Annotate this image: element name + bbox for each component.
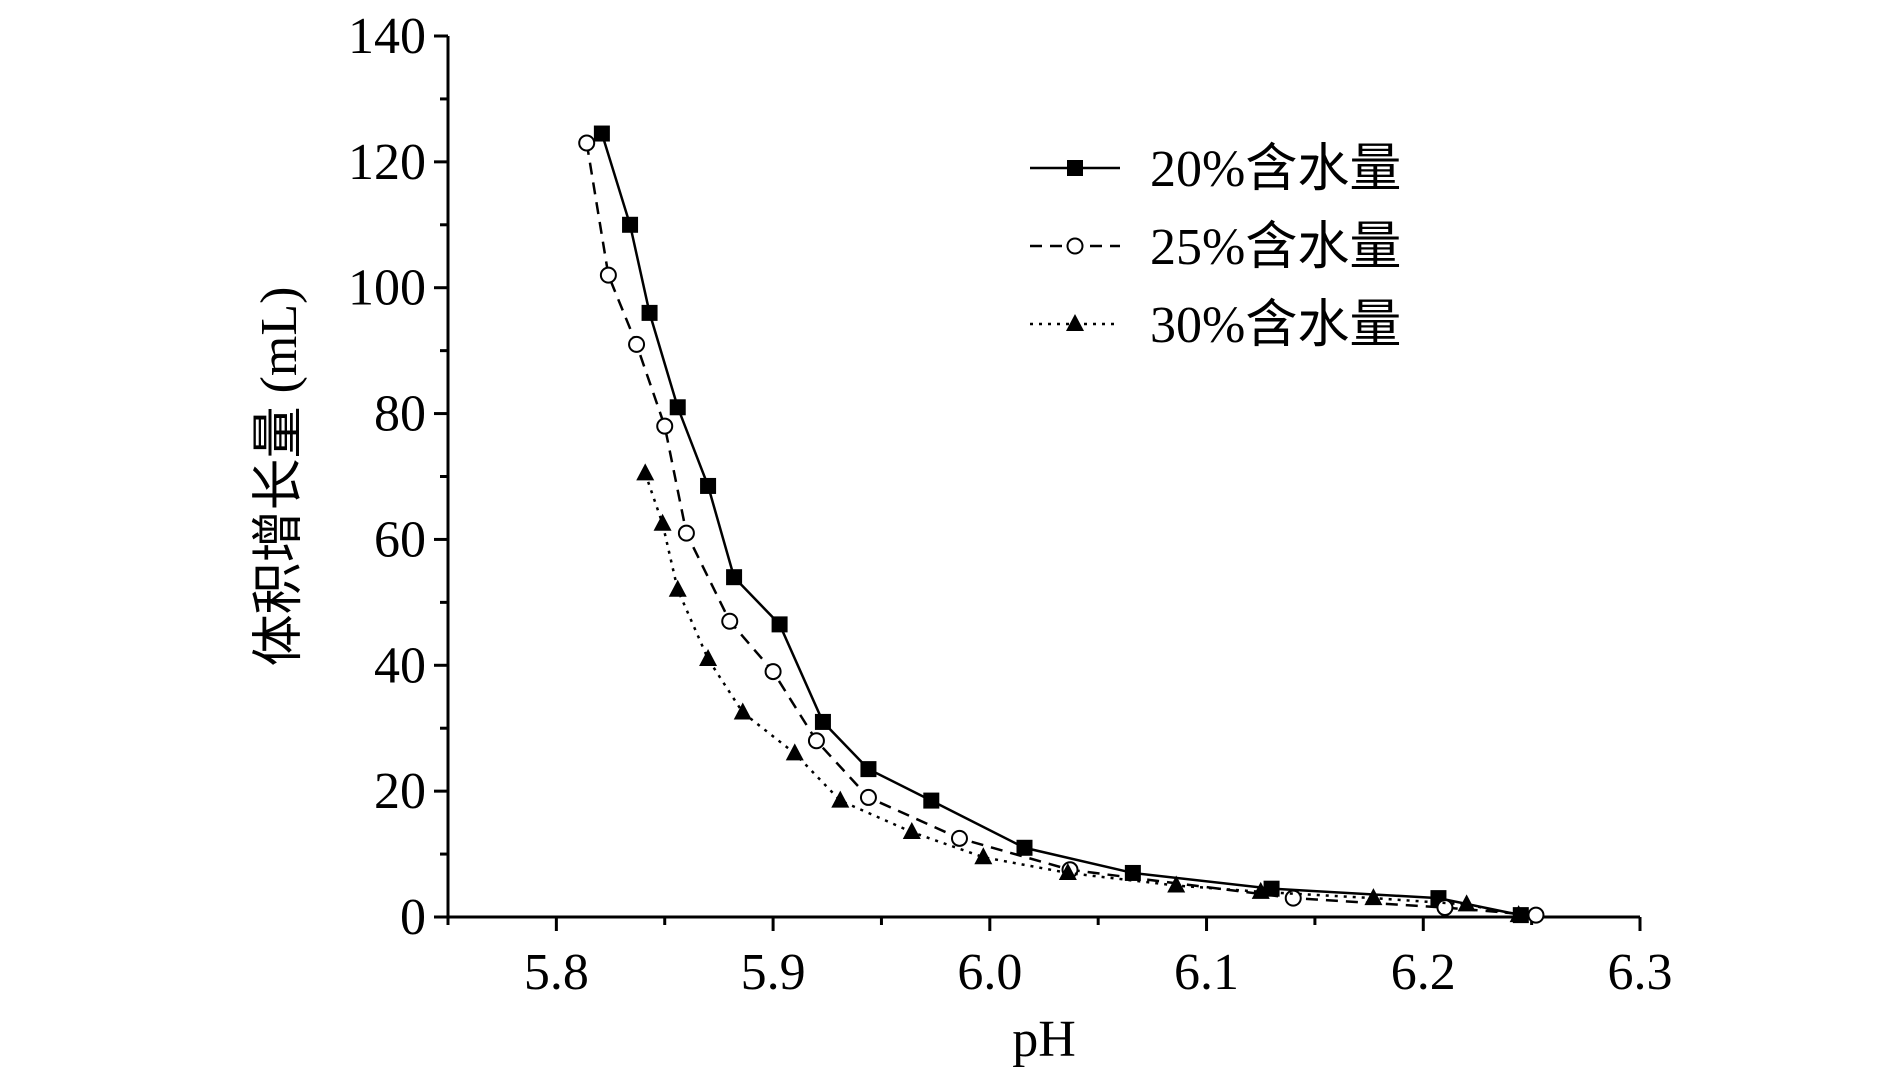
- data-point: [726, 569, 743, 586]
- legend-label: 30%含水量: [1150, 297, 1401, 354]
- data-point: [669, 399, 686, 416]
- data-point: [1263, 880, 1280, 897]
- y-tick-label: 20: [374, 763, 426, 820]
- data-point: [622, 216, 639, 233]
- series-layer: [578, 125, 1545, 924]
- data-point: [1364, 888, 1383, 906]
- data-point: [785, 743, 804, 761]
- y-tick-label: 80: [374, 386, 426, 443]
- data-point: [831, 790, 850, 808]
- data-point: [641, 304, 658, 321]
- data-point: [636, 463, 655, 481]
- y-tick-label: 120: [348, 134, 426, 191]
- data-point: [628, 335, 646, 353]
- data-point: [859, 788, 877, 806]
- legend-marker: [1066, 314, 1084, 331]
- data-point: [1016, 839, 1033, 856]
- data-point: [902, 822, 921, 840]
- data-point: [860, 761, 877, 778]
- data-point: [974, 847, 993, 865]
- legend-marker: [1067, 160, 1083, 176]
- data-point: [923, 792, 940, 809]
- x-tick-label: 6.1: [1174, 944, 1239, 1001]
- data-point: [599, 266, 617, 284]
- y-tick-label: 100: [348, 260, 426, 317]
- data-point: [1167, 875, 1186, 893]
- y-tick-label: 0: [400, 889, 426, 946]
- data-point: [593, 125, 610, 142]
- legend-entry: 20%含水量: [1030, 141, 1401, 198]
- series-1: [593, 125, 1529, 924]
- legend-marker: [1066, 237, 1084, 255]
- series-3: [636, 463, 1528, 923]
- series-line: [644, 472, 1519, 917]
- data-point: [814, 713, 831, 730]
- y-axis-title: 体积增长量 (mL): [251, 287, 308, 667]
- data-point: [653, 513, 672, 531]
- y-tick-label: 60: [374, 511, 426, 568]
- x-tick-label: 6.0: [957, 944, 1022, 1001]
- x-tick-label: 5.9: [741, 944, 806, 1001]
- y-tick-label: 140: [348, 8, 426, 65]
- data-point: [807, 732, 825, 750]
- data-point: [764, 663, 782, 681]
- data-point: [668, 579, 687, 597]
- data-point: [1284, 889, 1302, 907]
- legend-label: 20%含水量: [1150, 141, 1401, 198]
- data-point: [1509, 905, 1528, 923]
- data-point: [771, 616, 788, 633]
- legend: 20%含水量 25%含水量 30%含水量: [1030, 141, 1401, 354]
- x-tick-label: 5.8: [524, 944, 589, 1001]
- data-point: [578, 134, 596, 152]
- data-point: [1058, 862, 1077, 880]
- data-point: [677, 524, 695, 542]
- legend-entry: 30%含水量: [1030, 297, 1401, 354]
- data-point: [700, 477, 717, 494]
- data-point: [1251, 881, 1270, 899]
- axes-layer: 5.8 5.9 6.0 6.1 6.2 6.3 0 20 40 60 80 100 120 140: [348, 8, 1673, 1001]
- y-tick-label: 40: [374, 637, 426, 694]
- data-point: [1527, 906, 1545, 924]
- data-point: [699, 648, 718, 666]
- x-tick-label: 6.2: [1391, 944, 1456, 1001]
- x-axis-title: pH: [1012, 1011, 1076, 1068]
- data-point: [733, 702, 752, 720]
- legend-entry: 25%含水量: [1030, 219, 1401, 276]
- data-point: [1436, 899, 1454, 917]
- data-point: [1457, 894, 1476, 912]
- x-tick-label: 6.3: [1608, 944, 1673, 1001]
- data-point: [950, 829, 968, 847]
- data-point: [656, 417, 674, 435]
- legend-label: 25%含水量: [1150, 219, 1401, 276]
- data-point: [721, 612, 739, 630]
